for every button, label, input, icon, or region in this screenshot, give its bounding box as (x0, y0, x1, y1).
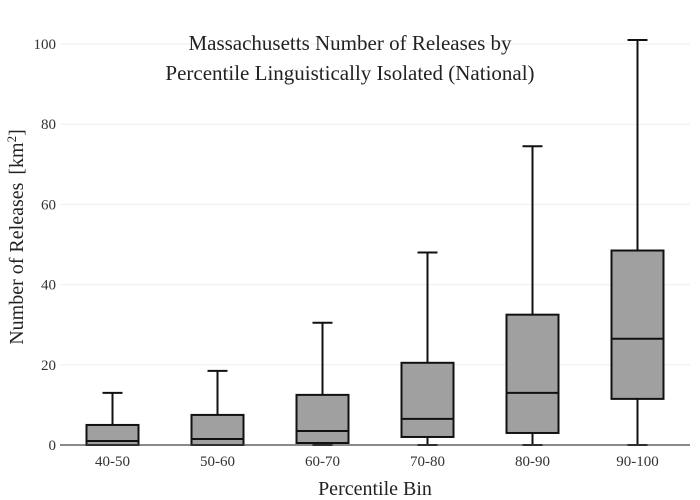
box-80-90 (505, 145, 560, 446)
y-axis-label-unit: [km (6, 142, 28, 175)
x-tick-label: 60-70 (305, 454, 340, 470)
y-tick-label: 20 (41, 358, 56, 374)
box-50-60 (190, 369, 245, 446)
interquartile-box (400, 361, 455, 438)
box-40-50 (85, 391, 140, 447)
box-70-80 (400, 251, 455, 446)
x-axis-label: Percentile Bin (318, 478, 432, 500)
x-tick-label: 90-100 (616, 454, 659, 470)
y-axis-label-text: Number of Releases (6, 182, 28, 344)
interquartile-box (295, 393, 350, 444)
x-tick-labels: 40-50 50-60 60-70 70-80 80-90 90-100 (95, 454, 659, 470)
interquartile-box (505, 313, 560, 434)
interquartile-box (610, 249, 665, 400)
interquartile-box (85, 423, 140, 447)
x-tick-label: 50-60 (200, 454, 235, 470)
boxes (85, 38, 665, 447)
chart-title-line-1: Massachusetts Number of Releases by (188, 31, 512, 55)
y-tick-label: 0 (49, 438, 57, 454)
y-tick-label: 80 (41, 117, 56, 133)
interquartile-box (190, 413, 245, 446)
y-tick-label: 40 (41, 278, 56, 294)
x-tick-label: 80-90 (515, 454, 550, 470)
box-90-100 (610, 38, 665, 446)
chart-title-line-2: Percentile Linguistically Isolated (Nati… (165, 61, 534, 85)
box-60-70 (295, 321, 350, 446)
x-tick-label: 70-80 (410, 454, 445, 470)
y-axis-label-unit-close: ] (6, 129, 28, 136)
y-tick-label: 100 (34, 37, 57, 53)
x-tick-label: 40-50 (95, 454, 130, 470)
y-axis-label-unit-superscript: 2 (4, 136, 19, 143)
y-tick-labels: 0 20 40 60 80 100 (34, 37, 57, 454)
y-tick-label: 60 (41, 197, 56, 213)
grid-lines (60, 43, 690, 366)
y-axis-label: Number of Releases [km2] (4, 129, 28, 345)
